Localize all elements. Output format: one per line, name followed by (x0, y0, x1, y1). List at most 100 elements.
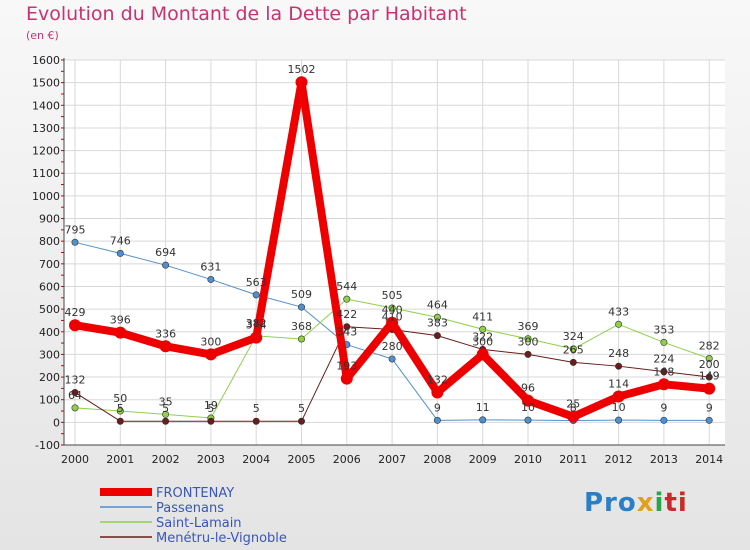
data-point (69, 319, 81, 332)
data-point (340, 372, 353, 385)
data-label: 50 (113, 392, 127, 405)
y-tick-label: 200 (39, 371, 60, 384)
brand-part: ti (664, 488, 688, 518)
x-tick-label: 2011 (559, 453, 587, 466)
y-tick-label: 500 (39, 303, 60, 316)
data-label: 440 (382, 304, 403, 317)
data-label: 10 (612, 401, 626, 414)
data-label: 9 (434, 401, 441, 414)
data-point (71, 238, 79, 246)
legend-label: Passenans (156, 501, 224, 516)
data-point (615, 362, 623, 370)
data-label: 200 (699, 358, 720, 371)
x-tick-label: 2005 (288, 453, 316, 466)
data-label: 64 (68, 389, 82, 402)
y-tick-label: 1400 (32, 99, 60, 112)
data-label: 300 (472, 335, 493, 348)
data-point (297, 303, 305, 311)
legend-label: Menétru-le-Vignoble (156, 531, 287, 546)
y-tick-label: 1500 (32, 77, 60, 90)
data-label: 353 (653, 323, 674, 336)
data-point (705, 373, 713, 381)
data-point (252, 291, 260, 299)
x-tick-label: 2014 (695, 453, 723, 466)
data-label: 9 (660, 401, 667, 414)
x-tick-label: 2012 (605, 453, 633, 466)
data-point (522, 394, 534, 407)
data-point (116, 249, 124, 257)
data-point (343, 323, 351, 331)
data-label: 429 (65, 306, 86, 319)
y-tick-label: -100 (35, 439, 60, 452)
data-label: 343 (336, 326, 357, 339)
x-tick-label: 2007 (378, 453, 406, 466)
data-label: 746 (110, 234, 131, 247)
data-label: 410 (382, 311, 403, 324)
x-tick-label: 2013 (650, 453, 678, 466)
y-tick-label: 300 (39, 348, 60, 361)
data-label: 336 (155, 327, 176, 340)
data-label: 509 (291, 288, 312, 301)
data-point (660, 368, 668, 376)
data-point (524, 416, 532, 424)
data-point (479, 416, 487, 424)
data-point (660, 416, 668, 424)
data-label: 422 (336, 308, 357, 321)
data-label: 382 (246, 317, 267, 330)
data-label: 25 (566, 398, 580, 411)
data-point (431, 386, 444, 399)
x-tick-label: 2010 (514, 453, 542, 466)
data-label: 5 (207, 402, 214, 415)
data-label: 9 (706, 401, 713, 414)
data-label: 396 (110, 314, 131, 327)
data-point (297, 335, 305, 343)
y-tick-label: 0 (53, 416, 60, 429)
data-label: 10 (521, 401, 535, 414)
data-label: 324 (563, 330, 584, 343)
data-label: 795 (65, 223, 86, 236)
data-point (433, 313, 441, 321)
data-point (705, 354, 713, 362)
data-point (476, 348, 489, 361)
x-tick-label: 2004 (242, 453, 270, 466)
data-label: 411 (472, 310, 493, 323)
x-tick-label: 2006 (333, 453, 361, 466)
data-label: 383 (427, 317, 448, 330)
y-tick-label: 1100 (32, 167, 60, 180)
data-label: 631 (200, 260, 221, 273)
data-label: 168 (653, 365, 674, 378)
data-label: 5 (253, 402, 260, 415)
data-label: 5 (298, 402, 305, 415)
y-tick-label: 1000 (32, 190, 60, 203)
y-tick-label: 600 (39, 280, 60, 293)
data-label: 505 (382, 289, 403, 302)
data-point (386, 316, 399, 329)
data-point (162, 410, 170, 418)
data-point (159, 340, 172, 353)
data-point (343, 295, 351, 303)
data-label: 8 (570, 402, 577, 415)
y-tick-label: 800 (39, 235, 60, 248)
data-label: 1502 (288, 63, 316, 76)
y-tick-label: 1200 (32, 145, 60, 158)
data-label: 544 (336, 280, 357, 293)
y-tick-label: 400 (39, 326, 60, 339)
data-label: 265 (563, 343, 584, 356)
data-point (204, 348, 217, 361)
chart-title: Evolution du Montant de la Dette par Hab… (26, 3, 467, 25)
brand-part: Pro (584, 488, 637, 518)
data-label: 563 (246, 276, 267, 289)
data-point (612, 390, 625, 403)
data-point (252, 417, 260, 425)
data-point (295, 76, 308, 89)
data-point (569, 345, 577, 353)
data-label: 374 (246, 319, 267, 332)
data-label: 149 (699, 370, 720, 383)
data-label: 224 (653, 353, 674, 366)
data-point (388, 304, 396, 312)
brand-logo: Proxiti (584, 488, 688, 518)
data-label: 282 (699, 339, 720, 352)
data-label: 300 (518, 335, 539, 348)
